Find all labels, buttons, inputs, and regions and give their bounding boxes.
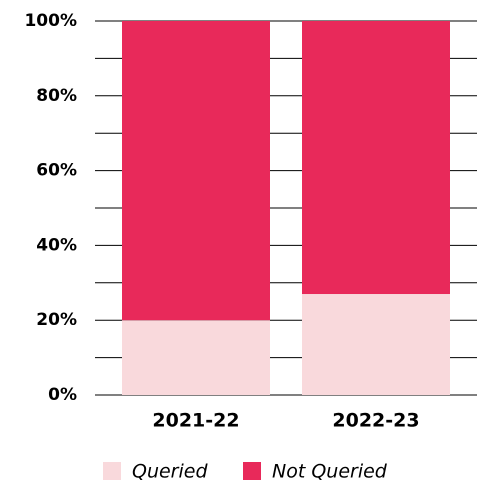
- y-tick-label: 100%: [24, 11, 77, 31]
- legend-swatch: [243, 462, 261, 480]
- bar-segment: [122, 21, 270, 321]
- y-tick-label: 60%: [36, 161, 77, 181]
- y-tick-label: 40%: [36, 235, 77, 255]
- y-tick-label: 80%: [36, 86, 77, 106]
- x-tick-label: 2021-22: [152, 410, 239, 432]
- legend-swatch: [103, 462, 121, 480]
- legend-label: Queried: [132, 461, 208, 483]
- x-tick-label: 2022-23: [332, 410, 419, 432]
- bar-segment: [122, 320, 270, 395]
- y-tick-label: 0%: [48, 385, 77, 405]
- legend-label: Not Queried: [272, 461, 388, 483]
- bar-segment: [302, 21, 450, 295]
- y-tick-label: 20%: [36, 310, 77, 330]
- bar-segment: [302, 294, 450, 395]
